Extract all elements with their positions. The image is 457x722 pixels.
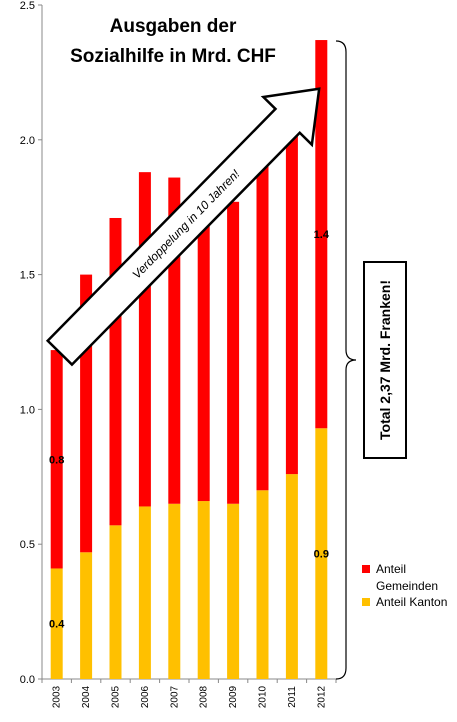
- y-tick-label: 1.0: [20, 404, 35, 416]
- data-label: 1.4: [314, 229, 330, 241]
- y-tick-label: 2.0: [20, 135, 35, 147]
- legend-label-kanton: Anteil Kanton: [376, 595, 447, 609]
- y-tick-label: 0.0: [20, 674, 35, 686]
- bar-anteil-kanton-2011: [285, 474, 298, 679]
- y-tick-label: 2.5: [20, 0, 35, 12]
- y-tick-label: 1.5: [20, 270, 35, 282]
- total-brace: [335, 40, 357, 680]
- chart-title-line-2: Sozialhilfe in Mrd. CHF: [70, 46, 276, 67]
- x-tick-label: 2011: [287, 686, 298, 708]
- y-tick-labels: 0.0 0.5 1.0 1.5 2.0 2.5: [20, 0, 35, 686]
- bar-anteil-kanton-2003: [50, 568, 63, 679]
- x-tick-label: 2003: [52, 685, 63, 708]
- bar-anteil-gemeinden-2009: [227, 201, 240, 504]
- bar-anteil-kanton-2006: [138, 506, 151, 679]
- x-tick-label: 2006: [140, 685, 151, 708]
- bar-anteil-gemeinden-2008: [197, 199, 210, 502]
- bar-anteil-gemeinden-2005: [109, 217, 122, 526]
- x-tick-labels: 2003 2004 2005 2006 2007 2008 2009 2010 2011 2012: [52, 685, 328, 708]
- bar-anteil-gemeinden-2006: [138, 172, 151, 507]
- total-annotation-box: [363, 261, 407, 459]
- x-tick-label: 2005: [111, 685, 122, 708]
- bar-anteil-kanton-2005: [109, 525, 122, 679]
- legend: Anteil Gemeinden Anteil Kanton: [362, 562, 447, 609]
- chart-title-line-1: Ausgaben der: [110, 16, 237, 37]
- x-tick-label: 2010: [258, 685, 269, 708]
- bar-anteil-kanton-2012: [315, 428, 328, 679]
- total-annotation-text: Total 2,37 Mrd. Franken!: [377, 280, 393, 440]
- arrow-shape: [45, 87, 321, 367]
- bar-anteil-kanton-2010: [256, 490, 269, 679]
- data-label: 0.9: [314, 549, 329, 561]
- data-label: 0.8: [49, 454, 64, 466]
- bar-anteil-kanton-2009: [227, 503, 240, 679]
- data-label: 0.4: [49, 619, 65, 631]
- bar-anteil-gemeinden-2012: [315, 40, 328, 429]
- y-tick-label: 0.5: [20, 539, 35, 551]
- legend-label-gemeinden-2: Gemeinden: [376, 579, 438, 593]
- x-tick-label: 2004: [81, 685, 92, 708]
- legend-swatch-kanton: [362, 598, 370, 606]
- bar-anteil-kanton-2008: [197, 501, 210, 679]
- x-tick-label: 2008: [199, 685, 210, 708]
- x-tick-label: 2007: [169, 685, 180, 708]
- bar-anteil-kanton-2007: [168, 503, 181, 679]
- bar-anteil-gemeinden-2010: [256, 153, 269, 491]
- x-tick-label: 2012: [316, 685, 327, 708]
- legend-swatch-gemeinden: [362, 565, 370, 573]
- bar-anteil-gemeinden-2003: [50, 350, 63, 569]
- bar-anteil-kanton-2004: [80, 552, 93, 679]
- data-labels: 0.8 0.4 1.4 0.9: [49, 229, 330, 631]
- legend-label-gemeinden-1: Anteil: [376, 562, 406, 576]
- x-tick-label: 2009: [228, 685, 239, 708]
- bar-anteil-gemeinden-2011: [285, 120, 298, 475]
